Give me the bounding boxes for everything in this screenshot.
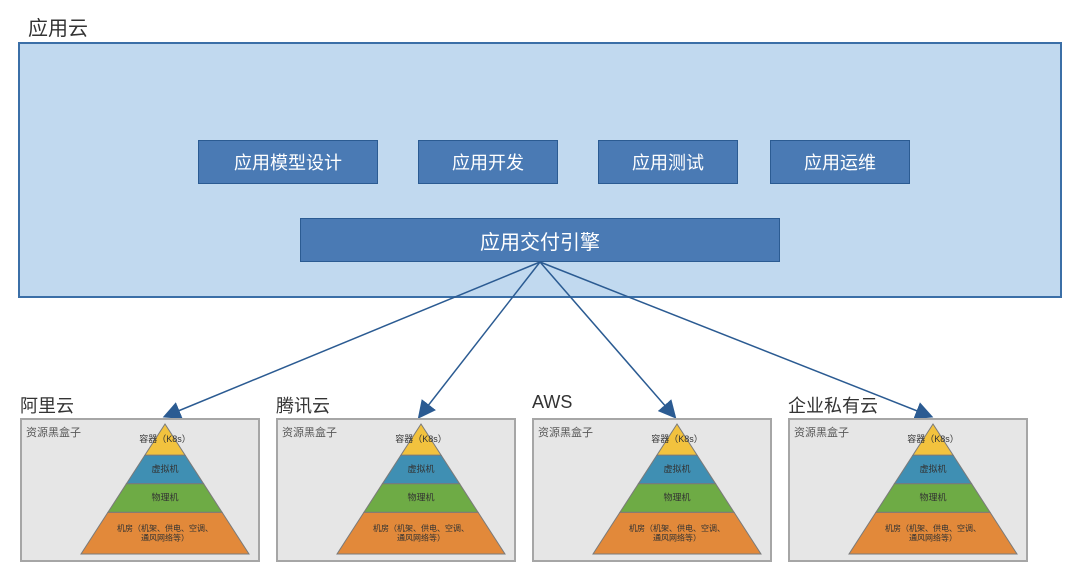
app-stage-box: 应用测试 bbox=[598, 140, 738, 184]
app-cloud-title: 应用云 bbox=[28, 12, 88, 41]
pyramid-layer-label: 物理机 bbox=[663, 491, 690, 502]
pyramid-diagram: 容器（K8s）虚拟机物理机机房（机架、供电、空调、通风网络等） bbox=[281, 422, 511, 558]
app-stage-box: 应用模型设计 bbox=[198, 140, 378, 184]
app-stage-box: 应用运维 bbox=[770, 140, 910, 184]
pyramid-layer-label: 物理机 bbox=[151, 491, 178, 502]
pyramid-layer-label: 容器（K8s） bbox=[139, 433, 191, 444]
delivery-engine-box: 应用交付引擎 bbox=[300, 218, 780, 262]
pyramid-diagram: 容器（K8s）虚拟机物理机机房（机架、供电、空调、通风网络等） bbox=[793, 422, 1023, 558]
cloud-title: AWS bbox=[532, 392, 572, 413]
pyramid-layer-label: 容器（K8s） bbox=[395, 433, 447, 444]
pyramid-layer-label: 虚拟机 bbox=[407, 463, 434, 474]
cloud-title: 腾讯云 bbox=[276, 392, 330, 418]
app-stage-label: 应用开发 bbox=[452, 149, 524, 175]
pyramid-layer-label: 虚拟机 bbox=[919, 463, 946, 474]
delivery-engine-label: 应用交付引擎 bbox=[480, 226, 600, 255]
cloud-title: 企业私有云 bbox=[788, 392, 878, 418]
pyramid-layer-label: 物理机 bbox=[407, 491, 434, 502]
pyramid-diagram: 容器（K8s）虚拟机物理机机房（机架、供电、空调、通风网络等） bbox=[537, 422, 767, 558]
pyramid-layer-label: 虚拟机 bbox=[151, 463, 178, 474]
cloud-title: 阿里云 bbox=[20, 392, 74, 418]
pyramid-layer-label: 虚拟机 bbox=[663, 463, 690, 474]
pyramid-diagram: 容器（K8s）虚拟机物理机机房（机架、供电、空调、通风网络等） bbox=[25, 422, 255, 558]
app-stage-label: 应用测试 bbox=[632, 149, 704, 175]
pyramid-layer-label: 物理机 bbox=[919, 491, 946, 502]
app-stage-box: 应用开发 bbox=[418, 140, 558, 184]
pyramid-layer-label: 容器（K8s） bbox=[651, 433, 703, 444]
app-stage-label: 应用模型设计 bbox=[234, 149, 342, 175]
app-stage-label: 应用运维 bbox=[804, 149, 876, 175]
pyramid-layer-label: 容器（K8s） bbox=[907, 433, 959, 444]
